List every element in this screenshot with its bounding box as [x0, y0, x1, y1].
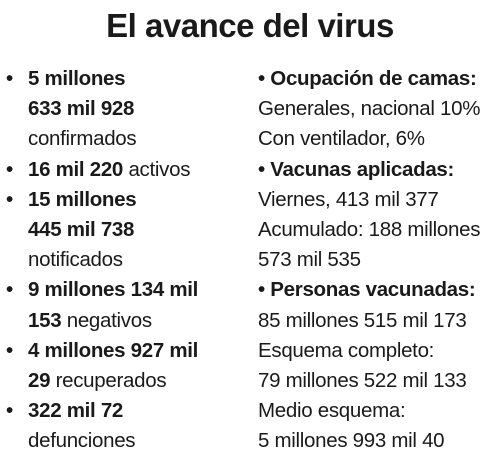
stat-value: 445 mil 738	[28, 218, 135, 242]
section-ocupacion-camas: • Ocupación de camas: Generales, naciona…	[258, 64, 500, 155]
bullet-icon: •	[6, 278, 13, 302]
stat-label: recuperados	[55, 369, 167, 393]
section-line: 85 millones 515 mil 173	[258, 308, 467, 332]
section-line: Esquema completo:	[258, 338, 435, 362]
section-line: 573 mil 535	[258, 248, 361, 272]
stat-value: 29	[28, 369, 51, 393]
stat-label: confirmados	[28, 127, 137, 151]
section-heading: • Vacunas aplicadas:	[258, 157, 455, 181]
section-heading: • Ocupación de camas:	[258, 67, 477, 90]
stat-label: notificados	[28, 248, 123, 272]
bullet-icon: •	[6, 157, 13, 181]
stat-confirmados: • 5 millones 633 mil 928 confirmados	[6, 64, 250, 155]
stat-value: 16 mil 220	[28, 157, 124, 181]
stat-label: negativos	[66, 308, 152, 332]
stat-value: 9 millones 134 mil	[28, 278, 199, 302]
stat-value: 4 millones 927 mil	[28, 338, 199, 362]
section-line: Generales, nacional 10%	[258, 97, 481, 121]
section-line: Viernes, 413 mil 377	[258, 187, 439, 211]
section-line: Medio esquema:	[258, 399, 406, 423]
section-line: 5 millones 993 mil 40	[258, 429, 445, 453]
section-line: Acumulado: 188 millones	[258, 218, 481, 242]
bullet-icon: •	[258, 67, 265, 90]
bullet-icon: •	[258, 278, 265, 302]
bullet-icon: •	[258, 157, 265, 181]
stat-negativos: • 9 millones 134 mil 153 negativos	[6, 275, 250, 335]
stat-value: 5 millones	[28, 67, 126, 90]
stat-label: activos	[128, 157, 191, 181]
stat-notificados: • 15 millones 445 mil 738 notificados	[6, 185, 250, 276]
stat-recuperados: • 4 millones 927 mil 29 recuperados	[6, 336, 250, 396]
bullet-icon: •	[6, 67, 13, 90]
statistics-right-column: • Ocupación de camas: Generales, naciona…	[258, 64, 500, 457]
section-line: Con ventilador, 6%	[258, 127, 425, 151]
section-vacunas-aplicadas: • Vacunas aplicadas: Viernes, 413 mil 37…	[258, 155, 500, 276]
stat-label: defunciones	[28, 429, 136, 453]
stat-value: 153	[28, 308, 62, 332]
stat-value: 322 mil 72	[28, 399, 124, 423]
bullet-icon: •	[6, 399, 13, 423]
stat-value: 15 millones	[28, 187, 137, 211]
bullet-icon: •	[6, 338, 13, 362]
bullet-icon: •	[6, 187, 13, 211]
stat-value: 633 mil 928	[28, 97, 135, 121]
stat-activos: • 16 mil 220 activos	[6, 155, 250, 185]
stat-defunciones: • 322 mil 72 defunciones	[6, 396, 250, 456]
section-personas-vacunadas: • Personas vacunadas: 85 millones 515 mi…	[258, 275, 500, 456]
section-line: 79 millones 522 mil 133	[258, 369, 467, 393]
page-title: El avance del virus	[106, 7, 394, 44]
statistics-left-column: • 5 millones 633 mil 928 confirmados • 1…	[6, 64, 250, 457]
section-heading: • Personas vacunadas:	[258, 278, 476, 302]
